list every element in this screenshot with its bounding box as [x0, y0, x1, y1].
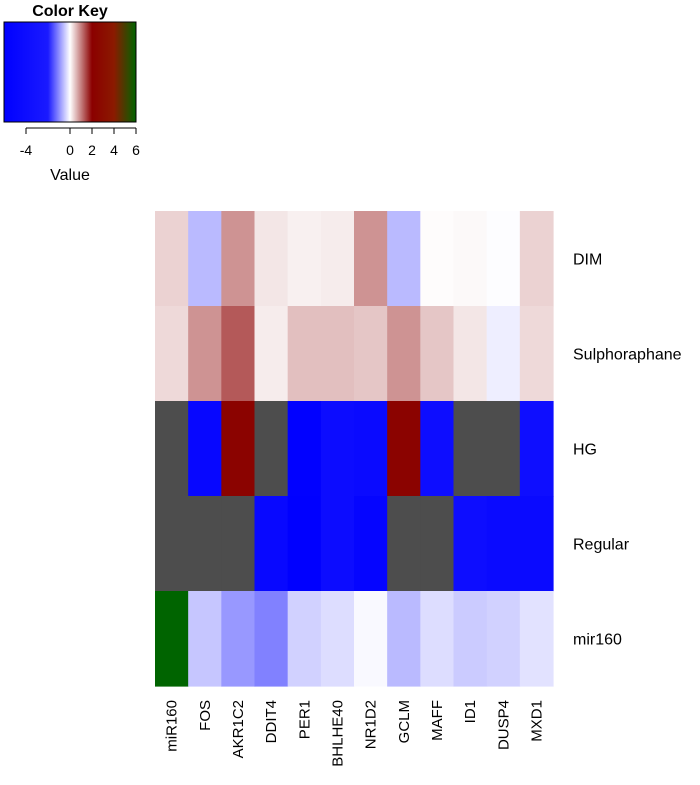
column-label: GCLM	[396, 700, 413, 743]
row-label: DIM	[573, 252, 602, 269]
heatmap-cell	[486, 591, 521, 687]
heatmap-cell	[519, 591, 554, 687]
heatmap-cell	[519, 401, 554, 497]
heatmap-cell	[320, 211, 355, 307]
column-label: MXD1	[528, 700, 545, 742]
column-label: miR160	[164, 700, 181, 752]
color-key-xlabel: Value	[50, 167, 90, 184]
column-label: NR1D2	[363, 700, 380, 749]
color-key-tick-label: 6	[132, 142, 140, 158]
heatmap-cell	[254, 496, 289, 592]
heatmap-cell	[387, 211, 421, 307]
heatmap-cell	[221, 591, 256, 687]
heatmap-cell	[354, 401, 388, 497]
row-label: HG	[573, 442, 597, 459]
column-label: DDIT4	[263, 700, 280, 743]
heatmap-cell	[287, 401, 322, 497]
column-label: ID1	[462, 700, 479, 723]
heatmap-cell	[155, 591, 189, 687]
column-label: PER1	[296, 700, 313, 739]
color-key-title: Color Key	[32, 3, 108, 20]
row-label: Regular	[573, 537, 630, 554]
heatmap-cell	[453, 401, 488, 497]
heatmap-cell	[155, 496, 189, 592]
heatmap-cell	[188, 401, 222, 497]
color-key-bar	[3, 21, 137, 123]
color-key-tick-label: 4	[110, 142, 118, 158]
heatmap-cell	[221, 496, 256, 592]
heatmap-cell	[486, 211, 521, 307]
heatmap-cell	[155, 306, 189, 402]
heatmap-cell	[486, 496, 521, 592]
heatmap-cell	[254, 401, 289, 497]
column-label: BHLHE40	[329, 700, 346, 767]
heatmap-cell	[320, 496, 355, 592]
heatmap-cell	[254, 591, 289, 687]
heatmap-cell	[387, 401, 421, 497]
heatmap-cell	[320, 306, 355, 402]
heatmap-cells	[155, 211, 554, 687]
heatmap-cell	[354, 211, 388, 307]
heatmap-cell	[453, 591, 488, 687]
heatmap-cell	[453, 211, 488, 307]
heatmap-cell	[155, 401, 189, 497]
column-label: DUSP4	[495, 700, 512, 750]
heatmap-cell	[221, 306, 256, 402]
color-key-tick-label: 0	[66, 142, 74, 158]
color-key-ticks: -4 0 2 4 6	[20, 128, 140, 158]
heatmap-cell	[387, 496, 421, 592]
heatmap-cell	[453, 306, 488, 402]
color-key-tick-label: -4	[20, 142, 33, 158]
heatmap-cell	[420, 211, 455, 307]
heatmap-cell	[519, 306, 554, 402]
heatmap-cell	[320, 401, 355, 497]
heatmap-cell	[320, 591, 355, 687]
heatmap-cell	[287, 496, 322, 592]
heatmap-cell	[287, 306, 322, 402]
heatmap-cell	[420, 306, 455, 402]
column-label: MAFF	[429, 700, 446, 741]
heatmap-cell	[188, 496, 222, 592]
column-label: FOS	[197, 700, 214, 731]
color-key: Color Key -4 0 2 4 6 Value	[3, 3, 140, 184]
heatmap-cell	[387, 591, 421, 687]
heatmap-cell	[486, 401, 521, 497]
heatmap-cell	[420, 496, 455, 592]
color-key-tick-label: 2	[88, 142, 96, 158]
heatmap-cell	[188, 591, 222, 687]
heatmap-cell	[221, 401, 256, 497]
heatmap-cell	[519, 211, 554, 307]
column-labels: miR160 FOS AKR1C2 DDIT4 PER1 BHLHE40 NR1D2 GCLM…	[164, 700, 546, 767]
heatmap-cell	[188, 306, 222, 402]
heatmap-cell	[354, 591, 388, 687]
heatmap-cell	[287, 211, 322, 307]
column-label: AKR1C2	[230, 700, 247, 758]
heatmap-cell	[519, 496, 554, 592]
heatmap-cell	[354, 306, 388, 402]
heatmap-cell	[354, 496, 388, 592]
heatmap-cell	[254, 211, 289, 307]
heatmap-cell	[188, 211, 222, 307]
heatmap-cell	[287, 591, 322, 687]
heatmap-cell	[254, 306, 289, 402]
heatmap-cell	[387, 306, 421, 402]
heatmap-cell	[486, 306, 521, 402]
heatmap-cell	[221, 211, 256, 307]
heatmap-cell	[155, 211, 189, 307]
row-labels: DIM Sulphoraphane HG Regular mir160	[573, 252, 682, 649]
row-label: Sulphoraphane	[573, 347, 682, 364]
heatmap-cell	[453, 496, 488, 592]
heatmap-cell	[420, 401, 455, 497]
row-label: mir160	[573, 632, 622, 649]
heatmap-cell	[420, 591, 455, 687]
